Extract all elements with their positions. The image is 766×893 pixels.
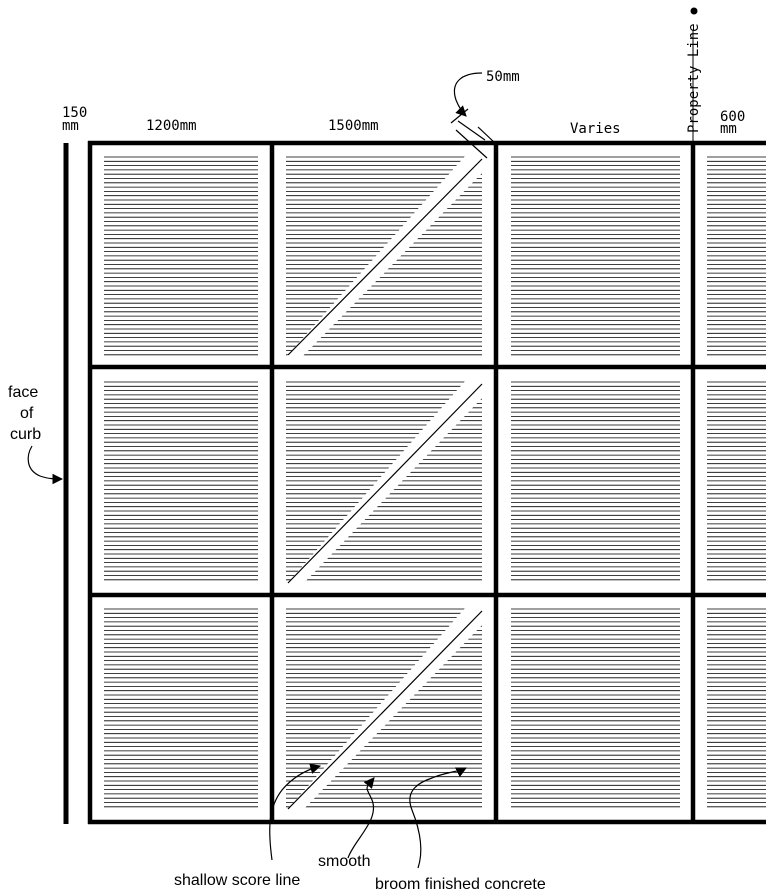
broom-finished-leader: [409, 767, 467, 869]
hatch-panel-r3-c1: [104, 608, 258, 808]
dim-150-top: 150: [62, 105, 87, 121]
joint-width-ext-2: [477, 126, 496, 144]
joint-grid: [87, 140, 766, 825]
score-line-row-2: [287, 383, 483, 584]
property-line-label: Property Line: [686, 23, 702, 133]
face-of-curb-leader: [27, 445, 64, 485]
dim-varies: Varies: [570, 121, 621, 137]
joint-width-dim-line: [457, 120, 486, 141]
hatch-panel-r3-c4: [707, 608, 766, 808]
joint-width-dimension: [450, 72, 496, 159]
hatch-panel-r2-c3: [511, 381, 680, 581]
dim-600-top: 600: [720, 109, 745, 125]
joint-width-ext-3: [455, 129, 488, 159]
hatch-panel-r2-c1: [104, 381, 258, 581]
broom-finished-concrete-label: broom finished concrete: [375, 876, 546, 893]
broom-hatching: [104, 156, 766, 808]
hatch-panel-r1-c1: [104, 156, 258, 356]
smooth-leader: [347, 777, 375, 859]
property-line-marker-icon: [690, 7, 698, 15]
face-of-curb-label-1: face: [8, 384, 38, 401]
dim-50mm: 50mm: [486, 69, 520, 85]
joint-width-ext-1: [450, 108, 469, 124]
hatch-panel-r1-c4: [707, 156, 766, 356]
hatch-panel-r2-c4: [707, 381, 766, 581]
score-line-row-1: [287, 158, 483, 356]
face-of-curb-label-3: curb: [10, 426, 41, 443]
hatch-panel-r1-c3: [511, 156, 680, 356]
dim-600-bottom: mm: [720, 121, 737, 137]
hatch-panel-r3-c3: [511, 608, 680, 808]
shallow-score-line-leader: [269, 763, 322, 861]
smooth-label: smooth: [318, 853, 370, 870]
joint-width-leader: [453, 72, 483, 117]
score-line-row-3: [287, 610, 483, 810]
diagonal-score-bands: [286, 155, 484, 811]
dim-1200mm: 1200mm: [146, 118, 197, 134]
shallow-score-line-label: shallow score line: [174, 872, 300, 889]
dim-150-bottom: mm: [62, 118, 79, 134]
dim-1500mm: 1500mm: [328, 118, 379, 134]
face-of-curb-label-2: of: [20, 405, 34, 422]
